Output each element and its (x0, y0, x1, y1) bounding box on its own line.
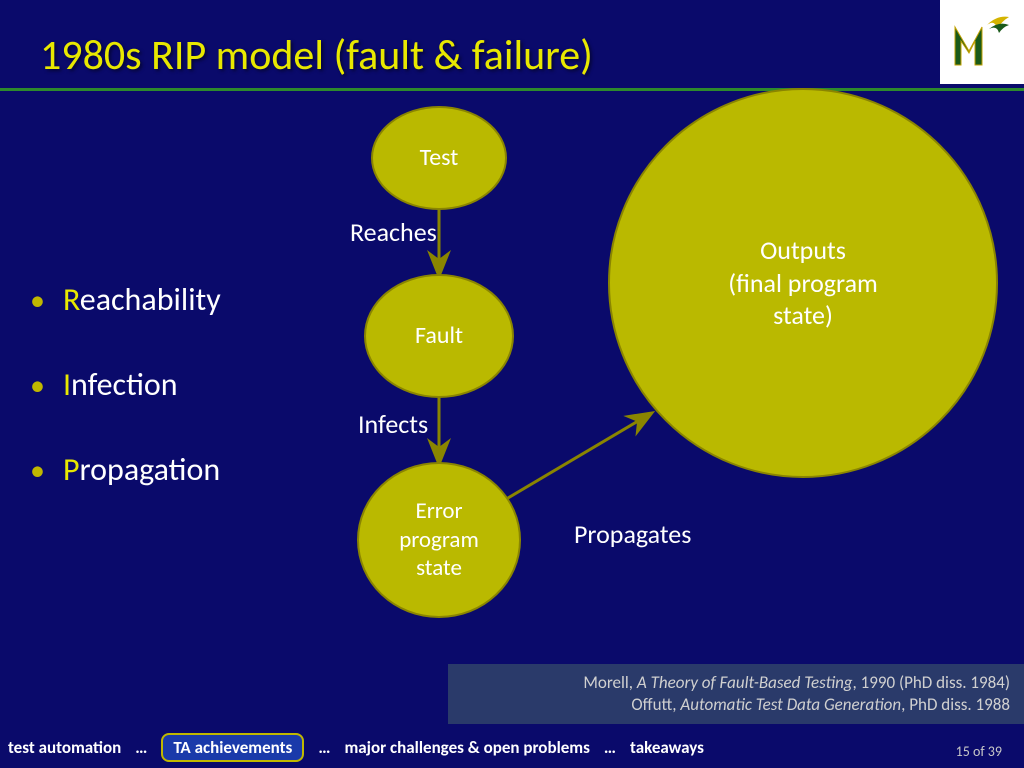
page-number: 15 of 39 (956, 743, 1002, 760)
footer-nav: test automation … TA achievements … major ch… (8, 733, 704, 762)
edge-label-propagates: Propagates (574, 518, 691, 550)
bullet-rest: nfection (71, 365, 178, 404)
bullet-first-letter: R (63, 280, 80, 319)
edge-label-reaches: Reaches (350, 216, 437, 248)
bullet-infection: • Infection (30, 365, 221, 404)
footer-separator: … (318, 737, 330, 758)
slide-title: 1980s RIP model (fault & failure) (40, 30, 920, 81)
footer-item[interactable]: TA achievements (161, 733, 304, 762)
node-test: Test (371, 106, 507, 210)
bullet-first-letter: I (63, 365, 71, 404)
node-outputs: Outputs(final programstate) (608, 88, 998, 478)
node-error: Errorprogramstate (357, 462, 521, 618)
citation-box: Morell, A Theory of Fault-Based Testing,… (448, 664, 1024, 724)
rip-bullet-list: • Reachability • Infection • Propagation (30, 280, 221, 535)
title-underline (0, 88, 1024, 91)
university-logo (940, 0, 1024, 84)
footer-item[interactable]: test automation (8, 737, 121, 758)
bullet-rest: ropagation (79, 450, 220, 489)
node-fault: Fault (364, 274, 514, 398)
bullet-dot-icon: • (30, 286, 45, 316)
footer-item[interactable]: major challenges & open problems (344, 737, 589, 758)
bullet-first-letter: P (63, 450, 80, 489)
bullet-dot-icon: • (30, 371, 45, 401)
bullet-reachability: • Reachability (30, 280, 221, 319)
bullet-rest: eachability (80, 280, 221, 319)
bullet-propagation: • Propagation (30, 450, 221, 489)
footer-separator: … (604, 737, 616, 758)
footer-item[interactable]: takeaways (630, 737, 704, 758)
edge-label-infects: Infects (358, 408, 428, 440)
bullet-dot-icon: • (30, 456, 45, 486)
footer-separator: … (135, 737, 147, 758)
